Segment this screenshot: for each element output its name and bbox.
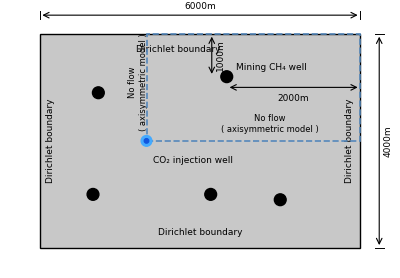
Text: No flow
( axisymmetric model ): No flow ( axisymmetric model )	[221, 114, 318, 135]
Bar	[146, 34, 360, 141]
Text: 4000m: 4000m	[384, 125, 392, 157]
Circle shape	[141, 136, 152, 146]
Text: Dirichlet boundary: Dirichlet boundary	[158, 228, 242, 237]
Text: CO₂ injection well: CO₂ injection well	[154, 156, 234, 165]
Circle shape	[92, 87, 104, 99]
Text: Dirichlet boundary: Dirichlet boundary	[136, 44, 220, 54]
Circle shape	[221, 71, 233, 83]
Text: Dirichlet boundary: Dirichlet boundary	[46, 99, 55, 183]
Text: 1000m: 1000m	[216, 39, 225, 71]
Bar	[40, 34, 360, 248]
Text: Dirichlet boundary: Dirichlet boundary	[345, 99, 354, 183]
Text: 2000m: 2000m	[278, 94, 310, 103]
Circle shape	[144, 139, 149, 143]
Text: 6000m: 6000m	[184, 2, 216, 11]
Text: No flow
( axisymmetric model ): No flow ( axisymmetric model )	[128, 33, 148, 131]
Circle shape	[274, 194, 286, 206]
Circle shape	[87, 188, 99, 200]
Circle shape	[205, 188, 216, 200]
Text: Mining CH₄ well: Mining CH₄ well	[236, 63, 307, 72]
